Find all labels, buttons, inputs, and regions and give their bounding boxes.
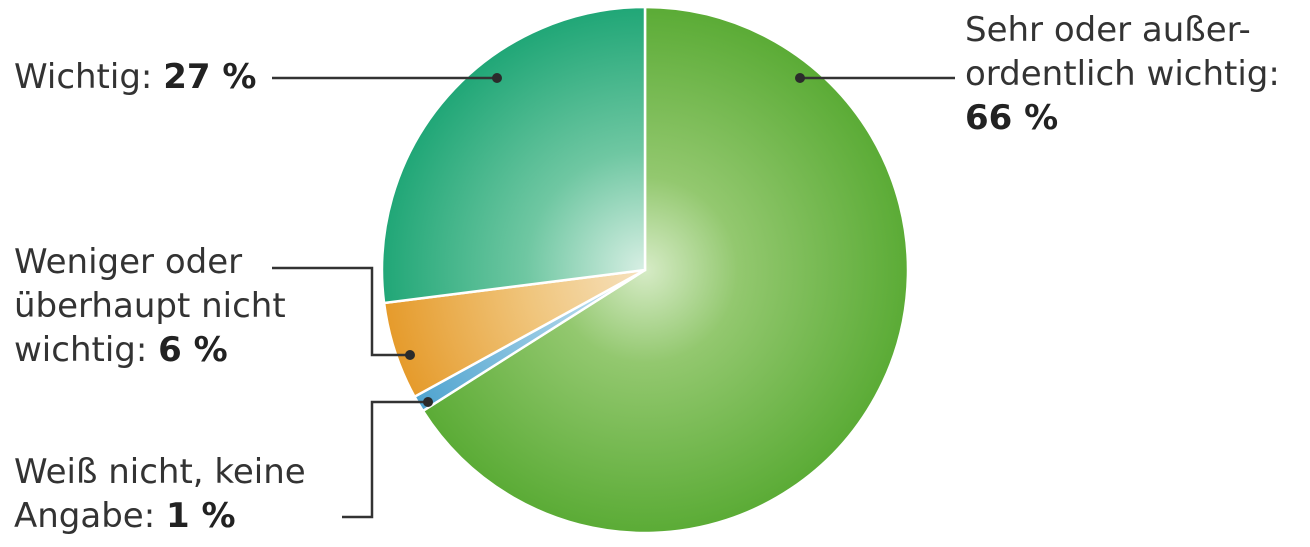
label-sehr-wichtig: Sehr oder außer- ordentlich wichtig: 66 … bbox=[965, 8, 1280, 140]
label-weniger-line3: wichtig: bbox=[14, 330, 148, 370]
leader-dot-wichtig bbox=[492, 73, 502, 83]
label-weiss-line1: Weiß nicht, keine bbox=[14, 452, 306, 492]
slice-sehr-wichtig bbox=[421, 5, 910, 535]
label-sehr-wichtig-value: 66 % bbox=[965, 98, 1059, 138]
label-weniger-line1: Weniger oder bbox=[14, 242, 243, 282]
label-sehr-wichtig-line2: ordentlich wichtig: bbox=[965, 54, 1280, 94]
leader-weniger-wichtig bbox=[272, 266, 410, 357]
label-wichtig: Wichtig: 27 % bbox=[14, 55, 256, 99]
leader-weiss-nicht bbox=[342, 400, 428, 519]
label-weniger-line2: überhaupt nicht bbox=[14, 286, 286, 326]
leader-dot-sehr-wichtig bbox=[795, 73, 805, 83]
label-weniger-value: 6 % bbox=[158, 330, 228, 370]
label-weiss-line2: Angabe: bbox=[14, 496, 156, 536]
label-wichtig-value: 27 % bbox=[163, 57, 257, 97]
label-wichtig-text: Wichtig: bbox=[14, 57, 153, 97]
leader-dot-weniger-wichtig bbox=[405, 350, 415, 360]
leader-dot-weiss-nicht bbox=[423, 397, 433, 407]
slice-wichtig bbox=[380, 5, 647, 305]
label-weniger-wichtig: Weniger oder überhaupt nicht wichtig: 6 … bbox=[14, 240, 286, 372]
label-sehr-wichtig-line1: Sehr oder außer- bbox=[965, 10, 1251, 50]
label-weiss-nicht: Weiß nicht, keine Angabe: 1 % bbox=[14, 450, 306, 538]
label-weiss-value: 1 % bbox=[166, 496, 236, 536]
